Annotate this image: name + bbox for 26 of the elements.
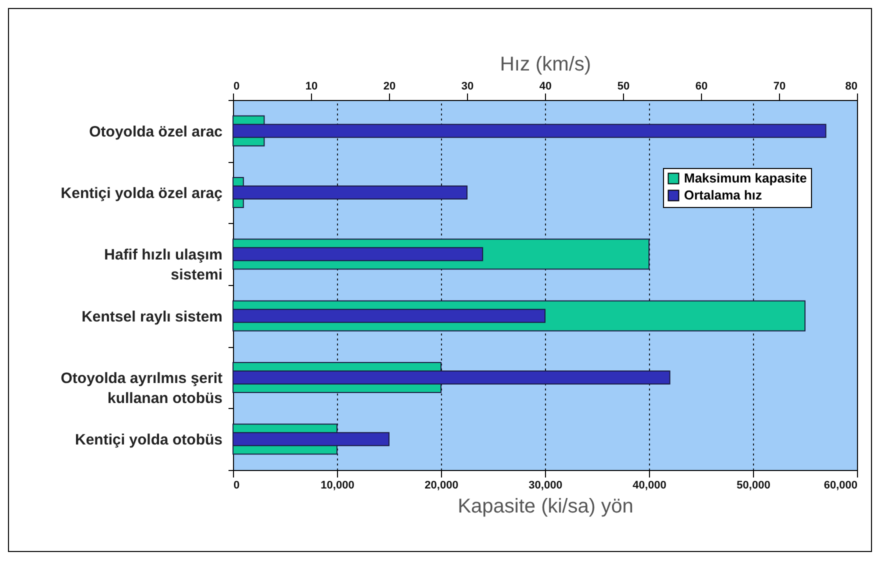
x-tick-label: 20,000 [424,480,458,492]
x2-tick-label: 10 [305,80,318,92]
x-tick-label: 10,000 [320,480,354,492]
y-tick-label: Kentiçi yolda özel araç [60,185,222,202]
x2-tick-label: 30 [461,80,474,92]
x2-tick-label: 0 [234,80,240,92]
legend-label: Maksimum kapasite [684,170,807,186]
y-tick-label: Kentiçi yolda otobüs [74,432,222,449]
y-tick-label: Kentsel raylı sistem [82,308,222,326]
x2-tick-label: 40 [539,80,552,92]
x2-tick-label: 70 [773,80,786,92]
y-tick-label: Otoyolda ayrılmıs şerit kullanan otobüs [60,370,222,407]
x2-tick-label: 50 [617,80,630,92]
x-tick-label: 40,000 [632,480,666,492]
x-axis-title: Kapasite (ki/sa) yön [458,496,634,518]
x-tick-label: 30,000 [528,480,562,492]
x2-tick-label: 20 [383,80,396,92]
y-tick-label: Hafif hızlı ulaşım sistemi [104,246,222,284]
x-tick-label: 50,000 [736,480,770,492]
x2-axis-title: Hız (km/s) [500,54,592,76]
x2-tick-label: 80 [845,80,858,92]
y-tick-label: Otoyolda özel arac [89,123,222,140]
x2-tick-label: 60 [695,80,708,92]
x-tick-label: 0 [234,480,240,492]
legend-label: Ortalama hız [684,188,763,202]
x-tick-label: 60,000 [824,480,858,492]
